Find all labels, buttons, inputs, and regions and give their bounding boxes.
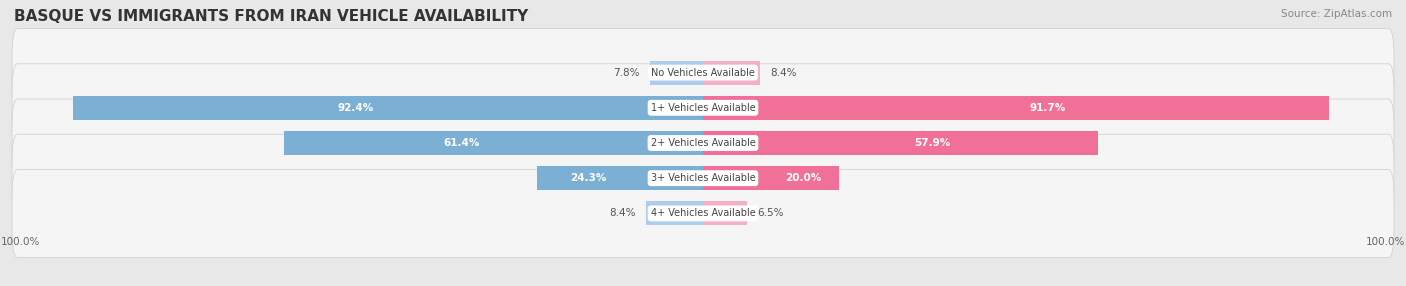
Text: 2+ Vehicles Available: 2+ Vehicles Available: [651, 138, 755, 148]
FancyBboxPatch shape: [13, 134, 1393, 222]
Text: 20.0%: 20.0%: [785, 173, 821, 183]
Text: 3+ Vehicles Available: 3+ Vehicles Available: [651, 173, 755, 183]
Text: 8.4%: 8.4%: [770, 67, 797, 78]
Bar: [703, 166, 839, 190]
Text: 4+ Vehicles Available: 4+ Vehicles Available: [651, 208, 755, 219]
FancyBboxPatch shape: [13, 99, 1393, 187]
Bar: [703, 61, 761, 85]
Text: 57.9%: 57.9%: [914, 138, 950, 148]
Text: 92.4%: 92.4%: [337, 103, 374, 113]
Bar: [284, 131, 703, 155]
Text: 1+ Vehicles Available: 1+ Vehicles Available: [651, 103, 755, 113]
Text: 8.4%: 8.4%: [609, 208, 636, 219]
Text: Source: ZipAtlas.com: Source: ZipAtlas.com: [1281, 9, 1392, 19]
Text: No Vehicles Available: No Vehicles Available: [651, 67, 755, 78]
FancyBboxPatch shape: [13, 169, 1393, 257]
Bar: [537, 166, 703, 190]
Bar: [703, 131, 1098, 155]
Bar: [73, 96, 703, 120]
FancyBboxPatch shape: [13, 29, 1393, 117]
FancyBboxPatch shape: [13, 64, 1393, 152]
Text: 6.5%: 6.5%: [758, 208, 785, 219]
Text: 24.3%: 24.3%: [569, 173, 606, 183]
Bar: [703, 201, 748, 225]
Text: 91.7%: 91.7%: [1029, 103, 1066, 113]
Text: 7.8%: 7.8%: [613, 67, 640, 78]
Text: BASQUE VS IMMIGRANTS FROM IRAN VEHICLE AVAILABILITY: BASQUE VS IMMIGRANTS FROM IRAN VEHICLE A…: [14, 9, 529, 23]
Bar: [645, 201, 703, 225]
Bar: [703, 96, 1329, 120]
Bar: [650, 61, 703, 85]
Text: 61.4%: 61.4%: [443, 138, 479, 148]
